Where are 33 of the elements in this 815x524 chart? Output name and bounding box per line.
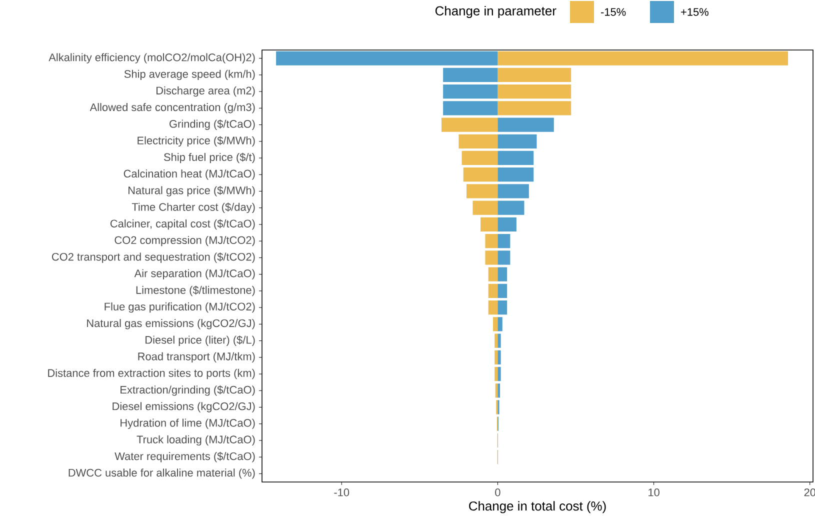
y-tick-label: Air separation (MJ/tCaO) — [134, 269, 255, 280]
x-tick-label: 0 — [495, 488, 500, 496]
y-tick-label: Time Charter cost ($/day) — [132, 202, 255, 214]
x-tick-label: -10 — [334, 488, 350, 496]
legend-label: +15% — [681, 8, 708, 16]
y-tick-label: Distance from extraction sites to ports (km) — [48, 368, 255, 380]
y-tick-label: Calcination heat (MJ/tCaO) — [124, 170, 255, 180]
y-tick-label: Ship average speed (km/h) — [124, 70, 255, 80]
y-tick-label: Flue gas purification (MJ/tCO2) — [104, 302, 255, 313]
y-tick-label: Diesel price (liter) ($/L) — [146, 336, 255, 346]
y-tick-label: Allowed safe concentration (g/m3) — [90, 103, 255, 114]
y-tick-label: Diesel emissions (kgCO2/GJ) — [112, 402, 255, 412]
y-tick-label: Limestone ($/tlimestone) — [136, 286, 255, 296]
y-tick-label: DWCC usable for alkaline material (%) — [68, 468, 255, 479]
y-tick-label: Road transport (MJ/tkm) — [138, 352, 255, 362]
legend-title: Change in parameter — [435, 6, 556, 18]
y-tick-label: Grinding ($/tCaO) — [170, 120, 255, 130]
y-tick-label: CO2 compression (MJ/tCO2) — [114, 236, 255, 246]
y-tick-label: Alkalinity efficiency (molCO2/molCa(OH)2) — [48, 53, 255, 64]
y-tick-label: Ship fuel price ($/t) — [164, 152, 255, 164]
y-tick-label: Natural gas price ($/MWh) — [128, 186, 255, 196]
y-tick-label: Hydration of lime (MJ/tCaO) — [120, 418, 255, 429]
y-tick-label: Extraction/grinding ($/tCaO) — [120, 385, 255, 396]
y-tick-label: Natural gas emissions (kgCO2/GJ) — [87, 319, 255, 330]
y-tick-label: Water requirements ($/tCaO) — [114, 452, 255, 462]
y-tick-label: Calciner, capital cost ($/tCaO) — [110, 219, 255, 230]
y-tick-label: CO2 transport and sequestration ($/tCO2) — [52, 252, 255, 263]
y-tick-label: Discharge area (m2) — [156, 86, 255, 97]
y-tick-label: Truck loading (MJ/tCaO) — [136, 435, 255, 446]
y-tick-label: Electricity price ($/MWh) — [138, 136, 255, 147]
x-axis-title: Change in total cost (%) — [469, 501, 606, 514]
legend-label: -15% — [601, 8, 626, 16]
x-tick-label: 10 — [648, 488, 660, 496]
